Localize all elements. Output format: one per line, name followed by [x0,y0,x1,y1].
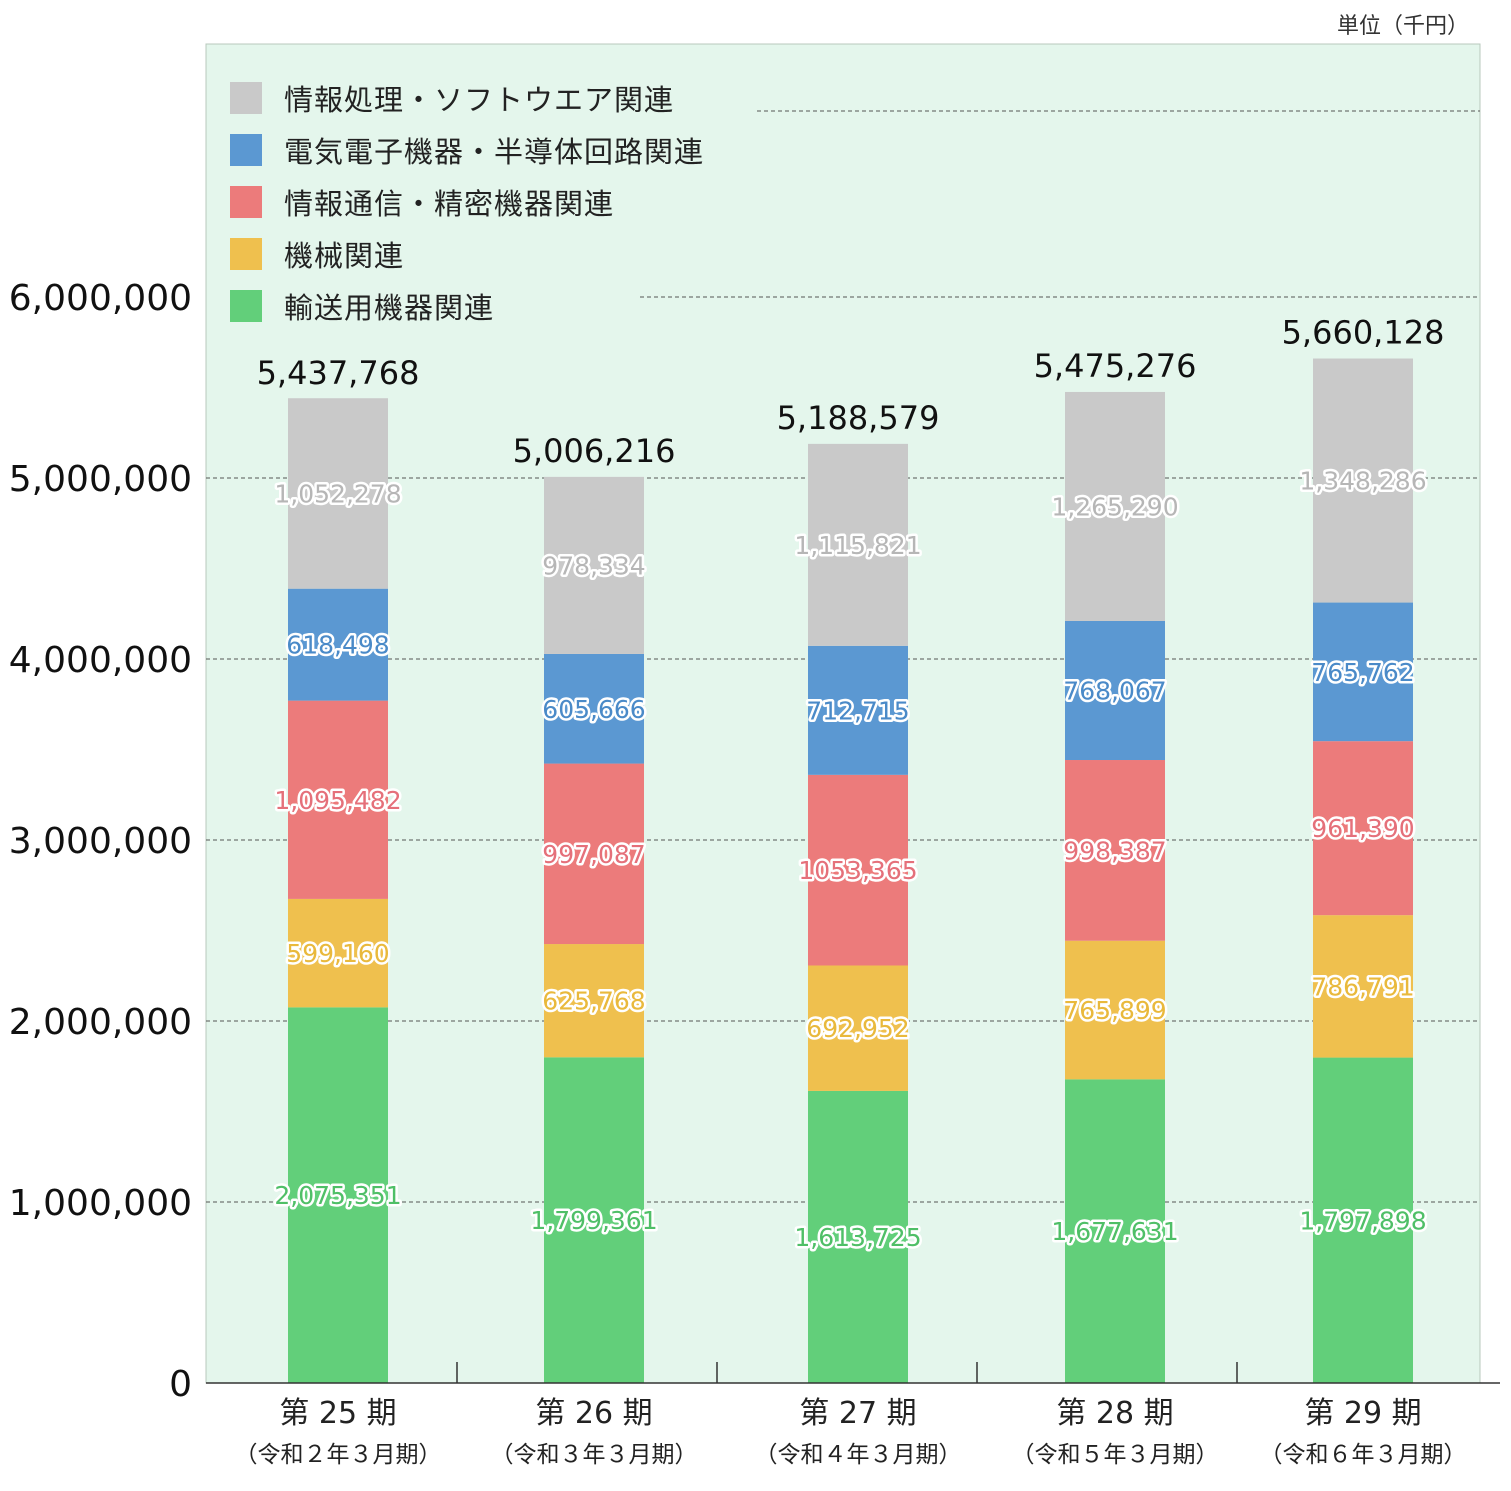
legend-item-electric: 電気電子機器・半導体回路関連 [230,124,704,176]
x-tick-label: 第 29 期 [1304,1396,1421,1431]
x-tick-sublabel: （令和３年３月期） [491,1442,698,1468]
total-label: 5,006,216 [513,432,676,470]
x-tick-label: 第 28 期 [1056,1396,1173,1431]
total-label: 5,437,768 [257,354,420,392]
y-tick-label: 3,000,000 [9,821,192,862]
bar-value-label: 1,052,278 [274,479,401,508]
bar-segment [1313,741,1413,916]
bar-segment [808,1090,908,1383]
bar-value-label: 599,160 [286,939,389,968]
bar-value-label: 712,715 [806,696,909,725]
bar-value-label: 1,677,631 [1051,1217,1178,1246]
legend-label: 機械関連 [284,239,405,273]
legend-swatch-transport [230,290,262,322]
bar-value-label: 978,334 [542,551,645,580]
bar-segment [1065,940,1165,1080]
bar-segment [1313,602,1413,742]
x-tick-sublabel: （令和４年３月期） [755,1442,962,1468]
bar-segment [808,443,908,646]
bar-value-label: 1,265,290 [1051,492,1178,521]
bar-value-label: 1,095,482 [274,786,401,815]
bar-value-label: 1,348,286 [1299,467,1426,496]
bar-segment [544,653,644,764]
bar-segment [288,700,388,899]
bar-segment [1313,915,1413,1058]
legend-swatch-telecom [230,186,262,218]
bar-value-label: 1053,365 [798,856,917,885]
x-tick-label: 第 27 期 [799,1396,916,1431]
x-tick-sublabel: （令和６年３月期） [1260,1442,1467,1468]
y-tick-label: 2,000,000 [9,1002,192,1043]
legend: 情報処理・ソフトウエア関連 電気電子機器・半導体回路関連 情報通信・精密機器関連… [230,72,704,332]
bar-value-label: 961,390 [1311,814,1414,843]
bar-segment [288,898,388,1008]
bar-segment [288,1007,388,1383]
legend-item-machinery: 機械関連 [230,228,704,280]
bar-segment [544,1057,644,1383]
total-label: 5,188,579 [777,399,940,437]
y-tick-label: 5,000,000 [9,459,192,500]
bar-segment [288,588,388,701]
data-labels: 2,075,351 599,160 1,095,482 618,498 1,052,27… [257,314,1445,1255]
bar-segment [808,774,908,966]
bar-segment [544,763,644,945]
unit-label: 単位（千円） [1336,14,1469,39]
legend-item-info-software: 情報処理・ソフトウエア関連 [230,72,704,124]
bar-value-label: 692,952 [806,1014,909,1043]
total-label: 5,475,276 [1034,347,1197,385]
bar-value-label: 1,115,821 [794,531,921,560]
bar-segment [808,965,908,1091]
bar-value-label: 786,791 [1311,972,1414,1001]
legend-swatch-info-software [230,82,262,114]
bar-value-label: 765,899 [1063,996,1166,1025]
x-tick-label: 第 25 期 [279,1396,396,1431]
bar-segment [1313,358,1413,603]
bar-value-label: 1,613,725 [794,1223,921,1252]
bar-value-label: 625,768 [542,987,645,1016]
bar-value-label: 998,387 [1063,836,1166,865]
bar-segment [808,645,908,775]
bar-segment [1065,1079,1165,1383]
bar-segment [1065,391,1165,621]
bar-value-label: 1,797,898 [1299,1206,1426,1235]
legend-item-telecom: 情報通信・精密機器関連 [230,176,704,228]
bar-value-label: 2,075,351 [274,1181,401,1210]
bars [288,358,1413,1383]
bar-segment [1065,620,1165,761]
legend-label: 情報処理・ソフトウエア関連 [284,83,675,117]
legend-label: 情報通信・精密機器関連 [284,187,615,221]
bar-segment [544,476,644,654]
bar-value-label: 768,067 [1063,677,1166,706]
bar-segment [288,398,388,589]
x-tick-sublabel: （令和２年３月期） [235,1442,442,1468]
x-tick-sublabel: （令和５年３月期） [1012,1442,1219,1468]
legend-swatch-machinery [230,238,262,270]
bar-value-label: 605,666 [542,695,645,724]
bar-segment [1313,1057,1413,1383]
legend-item-transport: 輸送用機器関連 [230,280,704,332]
bar-value-label: 997,087 [542,840,645,869]
axes: 0 1,000,000 2,000,000 3,000,000 4,000,000 5,0… [9,278,1500,1468]
legend-label: 電気電子機器・半導体回路関連 [284,135,705,169]
total-label: 5,660,128 [1282,314,1445,352]
bar-value-label: 618,498 [286,631,389,660]
y-tick-label: 1,000,000 [9,1183,192,1224]
bar-value-label: 1,799,361 [530,1206,657,1235]
bar-value-label: 765,762 [1311,658,1414,687]
y-tick-label: 4,000,000 [9,640,192,681]
x-tick-label: 第 26 期 [535,1396,652,1431]
y-tick-label: 6,000,000 [9,278,192,319]
bar-segment [1065,760,1165,941]
bar-segment [544,944,644,1058]
legend-label: 輸送用機器関連 [284,291,495,325]
legend-swatch-electric [230,134,262,166]
y-tick-label: 0 [169,1364,192,1405]
